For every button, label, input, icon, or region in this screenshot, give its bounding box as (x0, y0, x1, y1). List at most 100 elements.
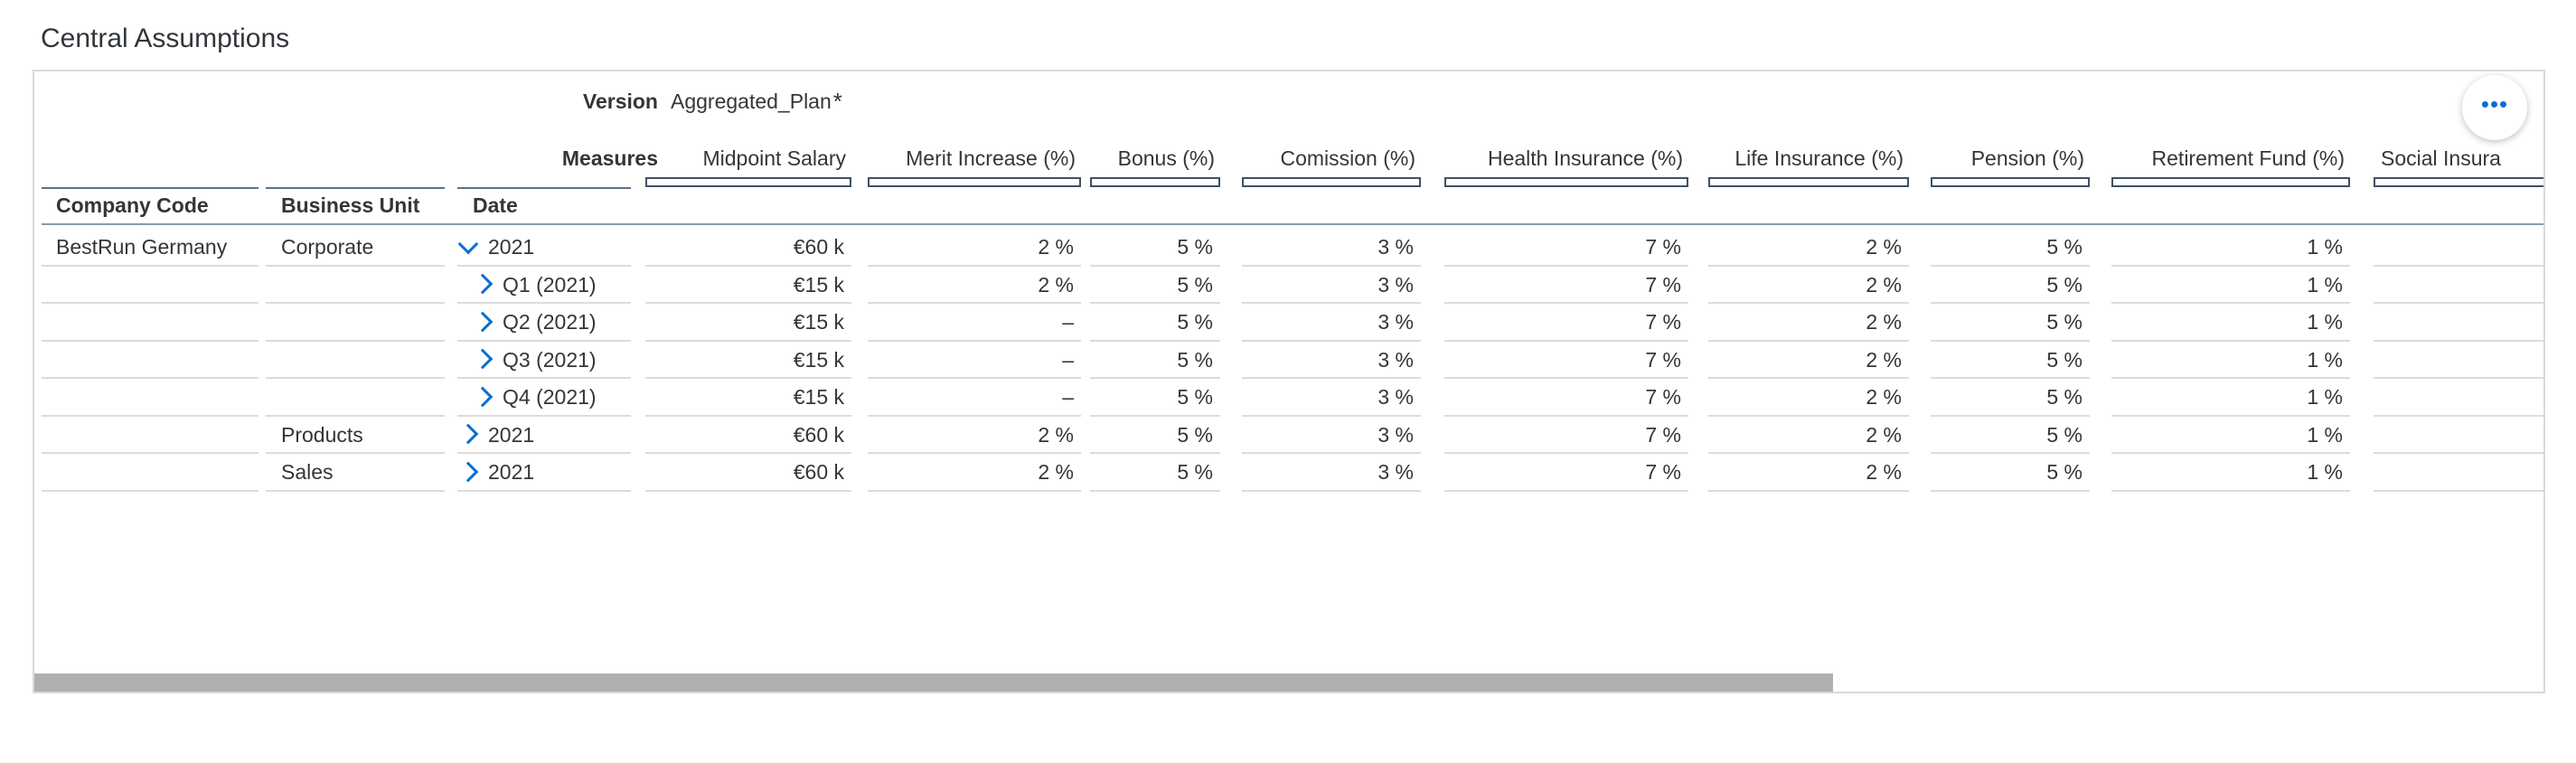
measure-header[interactable]: Comission (%) (1280, 146, 1415, 170)
table-cell[interactable]: 3 % (1377, 422, 1414, 447)
row-date[interactable]: Q2 (2021) (472, 303, 656, 341)
row-business-unit[interactable] (281, 378, 462, 416)
table-cell[interactable]: 7 % (1645, 235, 1681, 259)
table-cell[interactable]: 1 % (2307, 460, 2343, 484)
row-company-code[interactable] (56, 303, 264, 341)
table-cell[interactable]: 2 % (1866, 385, 1902, 409)
table-cell[interactable]: 5 % (2046, 385, 2082, 409)
table-cell[interactable]: 1 % (2307, 347, 2343, 372)
table-cell[interactable]: 1 % (2307, 310, 2343, 334)
table-cell[interactable] (2374, 341, 2536, 379)
measure-header[interactable]: Retirement Fund (%) (2151, 146, 2345, 170)
table-cell[interactable]: – (1062, 347, 1074, 372)
table-cell[interactable]: 5 % (1177, 310, 1213, 334)
row-business-unit[interactable]: Sales (281, 460, 334, 484)
table-cell[interactable] (2374, 303, 2536, 341)
table-cell[interactable]: 5 % (1177, 272, 1213, 297)
row-company-code[interactable] (56, 453, 264, 491)
measure-header[interactable]: Bonus (%) (1117, 146, 1215, 170)
measure-header[interactable]: Merit Increase (%) (906, 146, 1076, 170)
table-cell[interactable]: €15 k (793, 310, 844, 334)
measure-header[interactable]: Midpoint Salary (702, 146, 846, 170)
table-cell[interactable]: 7 % (1645, 385, 1681, 409)
table-cell[interactable]: 1 % (2307, 422, 2343, 447)
table-cell[interactable]: 2 % (1038, 235, 1074, 259)
measure-header[interactable]: Life Insurance (%) (1735, 146, 1904, 170)
table-cell[interactable]: 5 % (2046, 235, 2082, 259)
chevron-right-icon[interactable] (472, 349, 494, 370)
table-cell[interactable]: 7 % (1645, 347, 1681, 372)
table-cell[interactable] (2374, 453, 2536, 491)
table-cell[interactable]: 5 % (1177, 385, 1213, 409)
table-cell[interactable]: 2 % (1038, 272, 1074, 297)
table-cell[interactable]: 7 % (1645, 460, 1681, 484)
chevron-right-icon[interactable] (472, 386, 494, 408)
table-cell[interactable]: 2 % (1866, 272, 1902, 297)
table-cell[interactable]: 5 % (2046, 310, 2082, 334)
table-cell[interactable]: 3 % (1377, 460, 1414, 484)
table-cell[interactable]: – (1062, 310, 1074, 334)
row-company-code[interactable] (56, 266, 264, 304)
row-company-code[interactable] (56, 378, 264, 416)
more-options-button[interactable]: ••• (2462, 75, 2527, 140)
row-date[interactable]: 2021 (457, 453, 642, 491)
table-cell[interactable]: 7 % (1645, 422, 1681, 447)
table-cell[interactable] (2374, 416, 2536, 454)
version-value[interactable]: Aggregated_Plan* (671, 88, 842, 115)
dim-header-business-unit[interactable]: Business Unit (281, 193, 420, 217)
table-cell[interactable]: 5 % (1177, 422, 1213, 447)
table-cell[interactable]: 3 % (1377, 272, 1414, 297)
data-grid[interactable]: Version Aggregated_Plan* Measures Compan… (34, 71, 2543, 668)
table-cell[interactable]: 5 % (2046, 460, 2082, 484)
table-cell[interactable]: 3 % (1377, 235, 1414, 259)
measure-header[interactable]: Health Insurance (%) (1487, 146, 1683, 170)
table-cell[interactable]: 5 % (2046, 272, 2082, 297)
row-business-unit[interactable]: Corporate (281, 235, 374, 259)
table-cell[interactable]: 5 % (2046, 347, 2082, 372)
table-cell[interactable]: 5 % (1177, 235, 1213, 259)
table-cell[interactable]: – (1062, 385, 1074, 409)
row-business-unit[interactable] (281, 266, 462, 304)
table-cell[interactable]: 1 % (2307, 235, 2343, 259)
dim-header-company-code[interactable]: Company Code (56, 193, 209, 217)
row-date[interactable]: Q1 (2021) (472, 266, 656, 304)
table-cell[interactable]: 5 % (2046, 422, 2082, 447)
table-cell[interactable]: 7 % (1645, 272, 1681, 297)
row-company-code[interactable] (56, 416, 264, 454)
row-date[interactable]: Q4 (2021) (472, 378, 656, 416)
table-cell[interactable] (2374, 266, 2536, 304)
table-cell[interactable]: €60 k (793, 460, 844, 484)
chevron-down-icon[interactable] (457, 233, 479, 255)
dim-header-date[interactable]: Date (473, 193, 518, 217)
table-cell[interactable]: 2 % (1866, 422, 1902, 447)
row-date[interactable]: 2021 (457, 228, 642, 266)
measure-header[interactable]: Pension (%) (1970, 146, 2084, 170)
table-cell[interactable]: 1 % (2307, 272, 2343, 297)
table-cell[interactable]: €60 k (793, 422, 844, 447)
horizontal-scrollbar[interactable] (34, 674, 2543, 692)
table-cell[interactable]: 2 % (1866, 460, 1902, 484)
table-cell[interactable]: €15 k (793, 272, 844, 297)
chevron-right-icon[interactable] (472, 274, 494, 295)
row-date[interactable]: Q3 (2021) (472, 341, 656, 379)
row-business-unit[interactable] (281, 341, 462, 379)
row-company-code[interactable] (56, 341, 264, 379)
chevron-right-icon[interactable] (472, 311, 494, 333)
table-cell[interactable] (2374, 228, 2536, 266)
table-cell[interactable]: 2 % (1866, 310, 1902, 334)
table-cell[interactable]: 2 % (1038, 460, 1074, 484)
table-cell[interactable]: 3 % (1377, 347, 1414, 372)
table-cell[interactable]: 3 % (1377, 385, 1414, 409)
row-company-code[interactable]: BestRun Germany (56, 235, 228, 259)
table-cell[interactable]: 2 % (1866, 235, 1902, 259)
table-cell[interactable]: €15 k (793, 385, 844, 409)
table-cell[interactable]: 2 % (1866, 347, 1902, 372)
horizontal-scrollbar-thumb[interactable] (34, 674, 1833, 692)
table-cell[interactable]: 7 % (1645, 310, 1681, 334)
table-cell[interactable]: 3 % (1377, 310, 1414, 334)
table-cell[interactable]: 5 % (1177, 460, 1213, 484)
row-date[interactable]: 2021 (457, 416, 642, 454)
table-cell[interactable]: 2 % (1038, 422, 1074, 447)
measure-header[interactable]: Social Insura (2381, 146, 2501, 170)
table-cell[interactable]: €15 k (793, 347, 844, 372)
